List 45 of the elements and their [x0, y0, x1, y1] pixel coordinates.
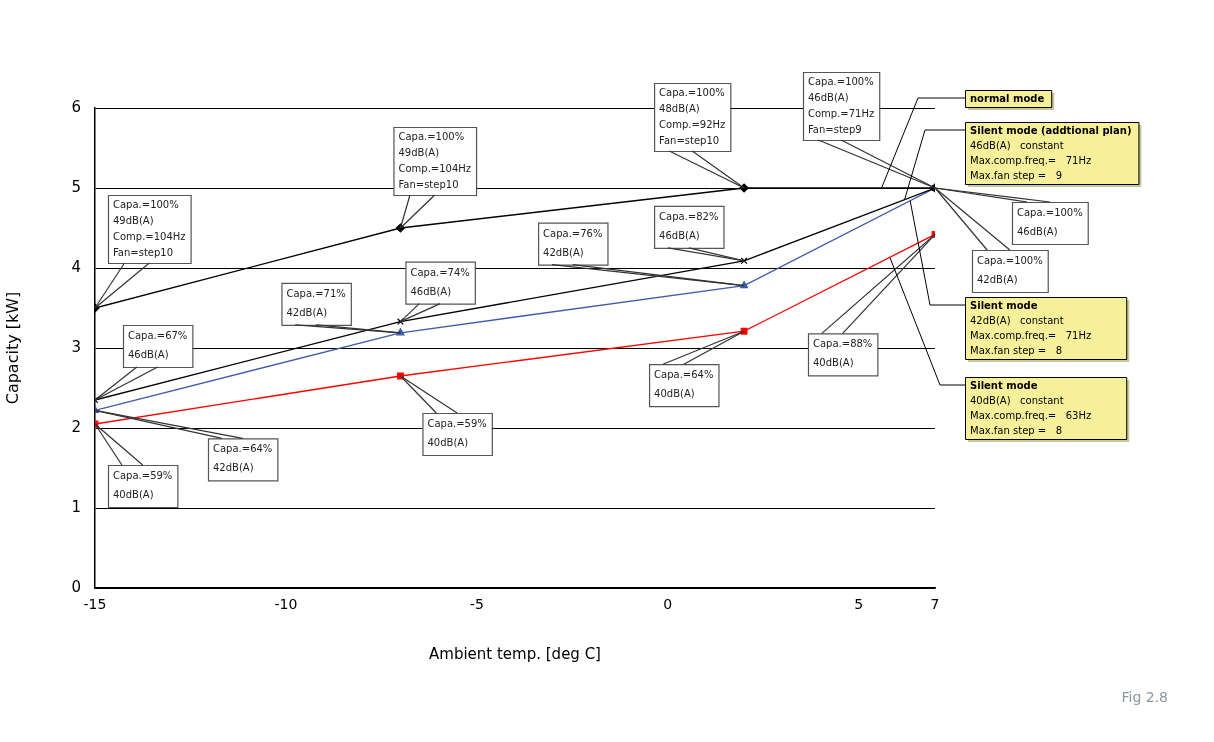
annotation: Capa.=67% 46dB(A) [128, 330, 188, 361]
caption: Fig 2.8 [1121, 688, 1168, 705]
text: Silent mode [970, 299, 1038, 311]
annotation: Capa.=100% 48dB(A) Comp.=92Hz Fan=step10 [659, 86, 726, 146]
y-tick-label: 2 [71, 417, 81, 436]
x-tick-label: 0 [663, 596, 673, 613]
annotation: Capa.=100% 49dB(A) Comp.=104Hz Fan=step10 [398, 130, 472, 190]
annotation: 42dB(A) constant [970, 314, 1064, 326]
annotation: Capa.=59% 40dB(A) [427, 418, 487, 449]
text: Silent mode [970, 379, 1038, 391]
y-tick-label: 6 [71, 97, 81, 116]
annotation: Capa.=64% 40dB(A) [654, 369, 714, 400]
text: Max.fan step = 8 [970, 344, 1063, 356]
annotation: Capa.=59% 40dB(A) [113, 470, 173, 501]
y-tick-label: 5 [71, 177, 81, 196]
text: normal mode [970, 92, 1045, 104]
text: Silent mode (addtional plan) [970, 124, 1132, 136]
y-tick-label: 0 [71, 577, 81, 596]
text: Max.comp.freq.= 71Hz [970, 154, 1092, 166]
text: Max.comp.freq.= 63Hz [970, 409, 1092, 421]
y-tick-label: 3 [71, 337, 81, 356]
text: Max.fan step = 9 [970, 169, 1063, 181]
annotation: 40dB(A) constant [970, 394, 1064, 406]
annotation: Capa.=88% 40dB(A) [813, 338, 873, 369]
annotation: Capa.=64% 42dB(A) [213, 443, 273, 474]
x-axis-title: Ambient temp. [deg C] [429, 644, 601, 663]
annotation: Capa.=71% 42dB(A) [286, 287, 346, 318]
annotation: Capa.=82% 46dB(A) [659, 210, 719, 241]
y-tick-label: 1 [71, 497, 81, 516]
annotation: Capa.=100% 49dB(A) Comp.=104Hz Fan=step10 [113, 198, 186, 258]
annotation: Capa.=100% 42dB(A) [977, 255, 1043, 286]
annotation: Capa.=76% 42dB(A) [543, 227, 603, 258]
y-axis-title: Capacity [kW] [2, 291, 22, 405]
y-tick-label: 4 [71, 257, 81, 276]
text: Max.fan step = 8 [970, 424, 1063, 436]
annotation: Capa.=100% 46dB(A) Comp.=71Hz Fan=step9 [808, 75, 875, 135]
x-tick-label: 7 [930, 596, 940, 613]
annotation: Capa.=100% 46dB(A) [1017, 207, 1083, 238]
text: Max.comp.freq.= 71Hz [970, 329, 1092, 341]
x-tick-label: -15 [83, 596, 107, 613]
x-tick-label: 5 [854, 596, 864, 613]
x-tick-label: -5 [469, 596, 484, 613]
annotation: 46dB(A) constant [970, 139, 1064, 151]
x-tick-label: -10 [274, 596, 298, 613]
annotation: Capa.=74% 46dB(A) [410, 266, 470, 297]
